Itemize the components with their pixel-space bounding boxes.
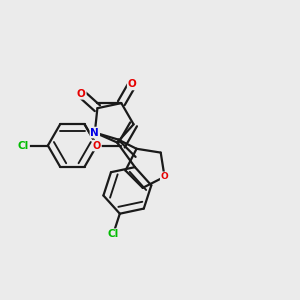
Text: O: O: [77, 89, 86, 99]
Text: O: O: [93, 140, 101, 151]
Text: Cl: Cl: [107, 229, 119, 239]
Text: O: O: [161, 172, 168, 181]
Text: O: O: [128, 80, 136, 89]
Text: N: N: [90, 128, 99, 138]
Text: Cl: Cl: [18, 140, 29, 151]
